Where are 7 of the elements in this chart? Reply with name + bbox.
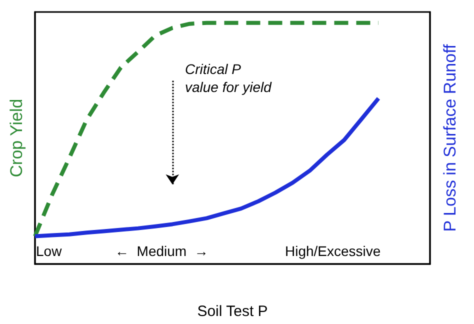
annotation: Critical P value for yield [185, 61, 273, 95]
y-axis-title: Crop Yield [7, 98, 26, 178]
y2-axis-title: P Loss in Surface Runoff [440, 44, 460, 232]
annotation: High/Excessive [285, 243, 381, 259]
annotation: Low [36, 243, 63, 259]
annotation: ← Medium → [115, 243, 208, 259]
x-axis-title: Soil Test P [197, 303, 268, 320]
